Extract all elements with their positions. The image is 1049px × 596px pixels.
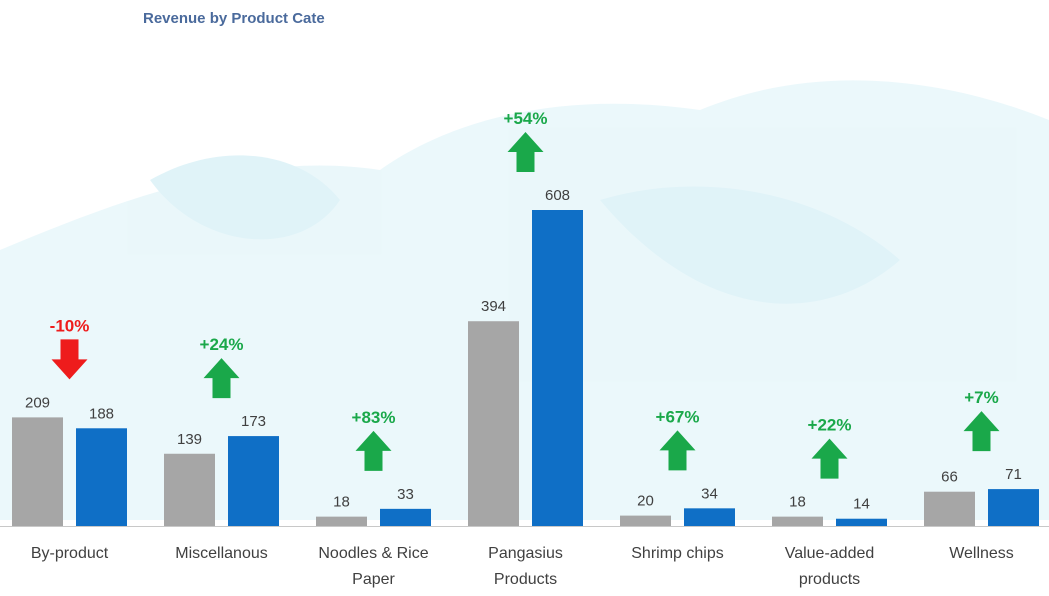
arrow-up-icon (963, 411, 1000, 452)
data-label: 18 (789, 494, 806, 511)
category-label: Shrimp chips (631, 545, 723, 562)
bar-previous (12, 417, 63, 526)
data-label: 139 (177, 431, 202, 448)
data-label: 608 (545, 187, 570, 204)
arrow-down-icon (51, 339, 88, 380)
bar-current (380, 508, 431, 526)
arrow-up-icon (507, 132, 544, 172)
bar-previous (164, 453, 215, 526)
category-label: Pangasius (488, 545, 563, 562)
change-label: -10% (50, 316, 90, 335)
map-background (0, 80, 1049, 520)
data-label: 14 (853, 496, 870, 513)
arrow-up-icon (203, 358, 240, 399)
category-label: Miscellanous (175, 545, 267, 562)
change-label: +22% (808, 416, 852, 435)
bar-previous (620, 515, 671, 526)
data-label: 188 (89, 405, 114, 422)
bar-previous (468, 321, 519, 526)
data-label: 71 (1005, 466, 1022, 483)
change-label: +54% (504, 109, 548, 128)
bar-current (228, 436, 279, 526)
arrow-up-icon (659, 430, 696, 471)
category-label: By-product (31, 545, 109, 562)
data-label: 173 (241, 413, 266, 430)
bar-previous (316, 516, 367, 526)
category-label: Value-added (785, 545, 875, 562)
data-label: 34 (701, 485, 718, 502)
category-label: Noodles & Rice (318, 545, 428, 562)
data-label: 18 (333, 494, 350, 511)
bar-current (988, 489, 1039, 526)
category-label: products (799, 571, 860, 588)
change-label: +24% (200, 335, 244, 354)
bar-previous (772, 516, 823, 526)
bar-current (76, 428, 127, 526)
category-label: Paper (352, 571, 395, 588)
change-label: +83% (352, 408, 396, 427)
chart-title: Revenue by Product Cate (143, 10, 325, 27)
data-label: 33 (397, 486, 414, 503)
category-label: Products (494, 571, 557, 588)
data-label: 66 (941, 469, 958, 486)
bar-current (532, 210, 583, 526)
arrow-up-icon (355, 430, 392, 471)
bar-current (836, 518, 887, 526)
data-label: 20 (637, 493, 654, 510)
category-label: Wellness (949, 545, 1014, 562)
change-label: +67% (656, 407, 700, 426)
bar-previous (924, 491, 975, 526)
arrow-up-icon (811, 438, 848, 479)
data-label: 209 (25, 394, 50, 411)
change-label: +7% (964, 388, 999, 407)
bar-current (684, 508, 735, 526)
data-label: 394 (481, 298, 506, 315)
